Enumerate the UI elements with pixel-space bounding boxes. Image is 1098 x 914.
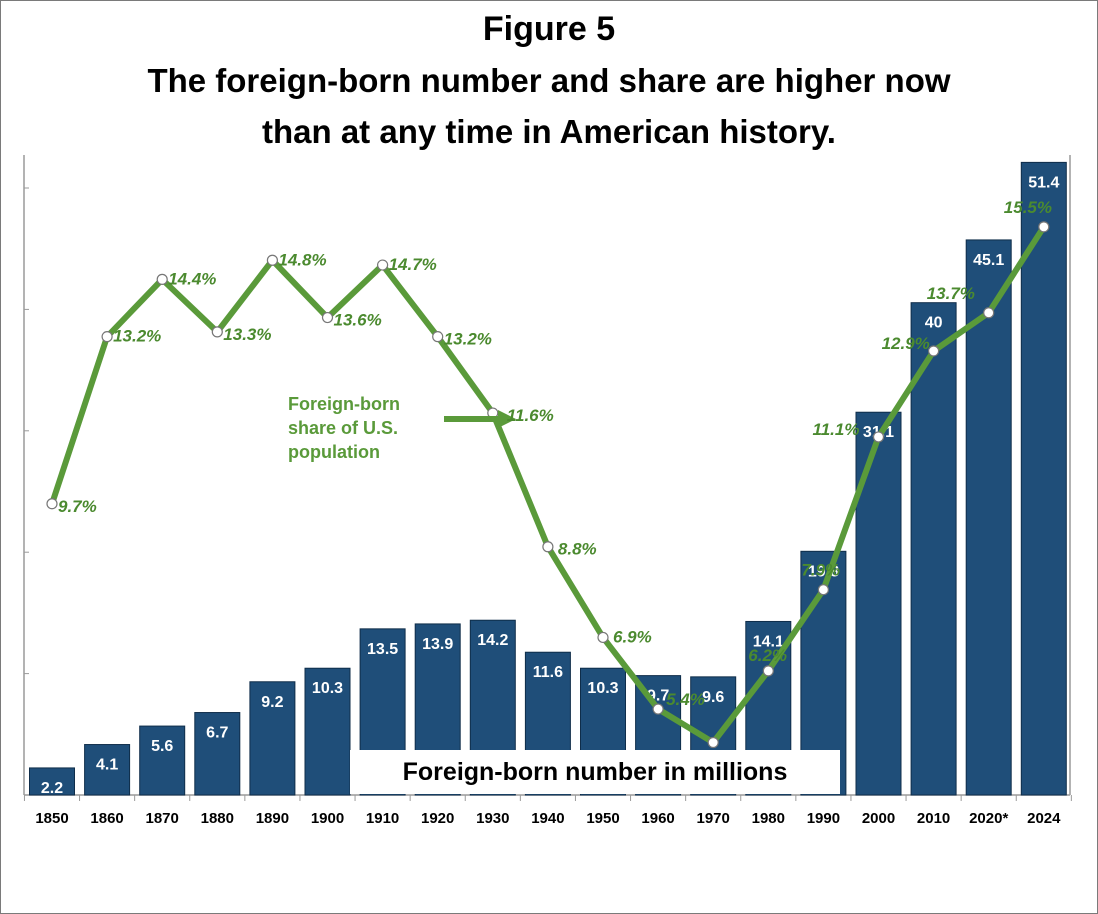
- share-point-1870: [156, 273, 168, 285]
- share-point-1900: [321, 311, 334, 324]
- annotation-line-3: population: [288, 442, 380, 462]
- bar-label-1930: 14.2: [477, 632, 508, 649]
- share-label-2000: 11.1%: [813, 420, 860, 439]
- share-point-1950: [597, 631, 609, 644]
- x-tick-1980: 1980: [752, 810, 785, 827]
- x-tick-1950: 1950: [586, 810, 619, 827]
- number-caption: Foreign-born number in millions: [350, 750, 840, 794]
- bar-1870: [139, 725, 186, 796]
- x-tick-1910: 1910: [366, 810, 399, 827]
- chart-title-line-1: The foreign-born number and share are hi…: [147, 62, 951, 99]
- bar-2010: [910, 302, 957, 796]
- bar-label-1920: 13.9: [422, 636, 453, 653]
- share-point-1990: [817, 584, 830, 596]
- share-label-1980: 6.2%: [748, 646, 787, 665]
- share-label-2024: 15.5%: [1004, 198, 1052, 217]
- share-point-2024: [1038, 221, 1050, 233]
- share-point-1980: [762, 665, 774, 677]
- bar-2020*: [965, 239, 1012, 796]
- x-tick-labels: 1850 1860 1870 1880 1890 1900 1910 1920 1930 1940…: [35, 810, 1061, 827]
- x-tick-1880: 1880: [201, 810, 234, 827]
- share-label-2010: 12.9%: [882, 334, 930, 353]
- x-tick-1860: 1860: [90, 810, 123, 827]
- share-point-2000: [872, 431, 885, 443]
- share-point-1890: [266, 254, 278, 266]
- x-tick-1850: 1850: [35, 810, 68, 827]
- share-label-1960: 5.4%: [666, 690, 705, 709]
- bar-label-2010: 40: [925, 315, 943, 332]
- bar-1890: [249, 681, 296, 796]
- share-point-1910: [377, 259, 389, 271]
- share-value-labels: 9.7% 13.2% 14.4% 13.3% 14.8% 13.6% 14.7% 13.2% 1…: [58, 198, 1052, 773]
- x-tick-1920: 1920: [421, 810, 454, 827]
- share-point-1920: [432, 331, 444, 343]
- x-tick-1890: 1890: [256, 810, 289, 827]
- x-tick-1900: 1900: [311, 810, 344, 827]
- share-point-2020*: [983, 307, 995, 319]
- share-point-1850: [46, 498, 58, 510]
- bar-label-1890: 9.2: [261, 694, 283, 711]
- share-label-1920: 13.2%: [444, 330, 492, 349]
- bar-label-1980: 14.1: [753, 633, 784, 650]
- share-label-1990: 7.9%: [801, 561, 840, 580]
- bar-1880: [194, 712, 241, 796]
- bar-1850: [29, 767, 75, 796]
- bar-label-1940: 11.6: [533, 664, 563, 681]
- share-label-1940: 8.8%: [558, 540, 597, 559]
- figure-label: Figure 5: [482, 10, 616, 48]
- bar-label-1880: 6.7: [206, 725, 228, 742]
- bar-2000: [855, 411, 902, 796]
- x-tick-2010: 2010: [917, 810, 950, 827]
- share-point-1860: [101, 331, 113, 343]
- bar-label-1950: 10.3: [587, 680, 618, 697]
- share-label-1900: 13.6%: [334, 311, 382, 330]
- bar-series: [29, 161, 1067, 796]
- share-label-1870: 14.4%: [168, 269, 216, 288]
- annotation-arrow-head: [498, 410, 516, 428]
- bar-value-labels: 2.24.15.66.79.210.313.5 13.9 14.211.610.3 9…: [41, 174, 1060, 797]
- x-tick-2000: 2000: [862, 810, 895, 827]
- share-label-1950: 6.9%: [613, 627, 652, 646]
- share-label-2020*: 13.7%: [927, 284, 975, 303]
- share-line-series: [46, 221, 1050, 749]
- x-tick-2024: 2024: [1027, 810, 1061, 827]
- annotation-line-2: share of U.S.: [288, 418, 399, 438]
- bar-label-2024: 51.4: [1028, 174, 1059, 191]
- share-label-1860: 13.2%: [113, 327, 161, 346]
- share-label-1890: 14.8%: [278, 250, 326, 269]
- share-point-1880: [211, 326, 223, 338]
- share-label-1930: 11.6%: [507, 406, 554, 425]
- x-tick-1990: 1990: [807, 810, 840, 827]
- share-label-1880: 13.3%: [223, 325, 271, 344]
- x-tick-1930: 1930: [476, 810, 509, 827]
- x-tick-1940: 1940: [531, 810, 564, 827]
- share-annotation: Foreign-born share of U.S. population: [288, 392, 448, 464]
- share-label-1910: 14.7%: [389, 255, 437, 274]
- x-tick-2020*: 2020*: [969, 810, 1008, 827]
- bar-1900: [304, 667, 351, 796]
- bar-label-1970: 9.6: [702, 689, 724, 706]
- x-tick-1870: 1870: [146, 810, 179, 827]
- bar-label-1910: 13.5: [367, 641, 398, 658]
- x-tick-1960: 1960: [641, 810, 674, 827]
- bar-label-1860: 4.1: [96, 757, 118, 774]
- share-label-1850: 9.7%: [58, 497, 97, 516]
- annotation-arrow: [444, 410, 516, 428]
- bar-label-1850: 2.2: [41, 780, 63, 797]
- share-point-1960: [652, 703, 664, 715]
- annotation-line-1: Foreign-born: [288, 394, 400, 414]
- bar-label-1870: 5.6: [151, 738, 173, 755]
- share-point-1970: [707, 736, 719, 749]
- share-point-2010: [927, 345, 940, 357]
- share-point-1940: [542, 541, 554, 553]
- x-tick-1970: 1970: [697, 810, 730, 827]
- bar-1860: [84, 744, 131, 796]
- bar-2024: [1020, 161, 1067, 796]
- bar-label-1900: 10.3: [312, 680, 343, 697]
- chart-title-line-2: than at any time in American history.: [262, 113, 836, 150]
- bar-label-2020*: 45.1: [973, 252, 1004, 269]
